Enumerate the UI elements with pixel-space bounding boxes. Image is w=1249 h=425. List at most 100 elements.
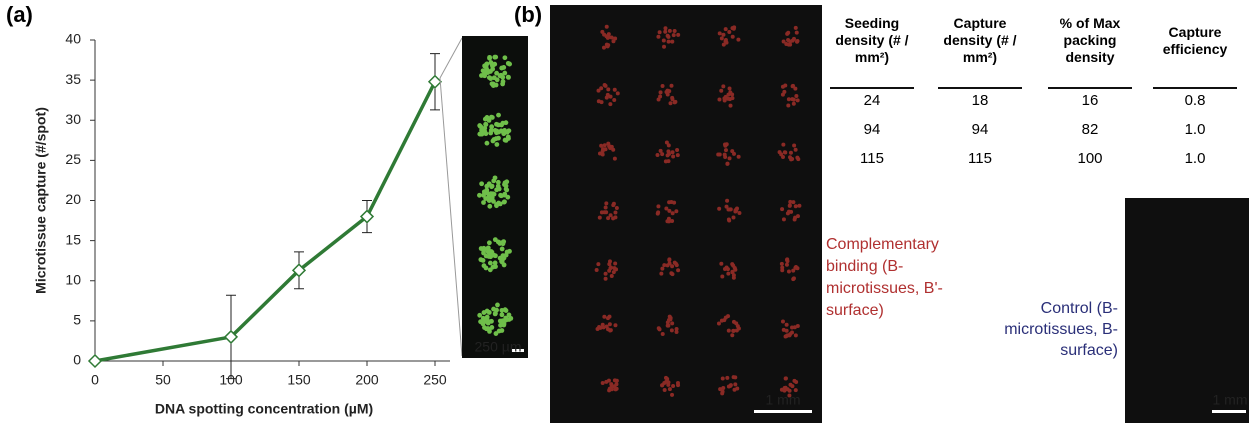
array-spot [793,87,797,91]
array-spot [665,377,669,381]
array-spot [794,333,798,337]
array-spot [780,262,784,266]
table-cell: 100 [1040,150,1140,167]
inset-cell [500,312,505,317]
inset-cell [502,321,507,326]
inset-cell [491,307,496,312]
array-spot [723,98,727,102]
array-spot [727,30,731,34]
array-spot [613,210,617,214]
inset-cell [484,188,489,193]
inset-cell [477,313,482,318]
inset-cell [487,240,492,245]
inset-cell [490,195,495,200]
array-spot [785,263,789,267]
array-spot [796,98,800,102]
inset-cell [485,326,490,331]
array-spot [613,37,617,41]
array-spot [603,143,607,147]
inset-cell [501,79,506,84]
array-spot [608,259,612,263]
inset-cell [502,71,507,76]
inset-cell [485,141,490,146]
array-spot [676,268,680,272]
array-spot [726,272,730,276]
array-spot [792,379,796,383]
array-spot [717,207,721,211]
array-spot [676,383,680,387]
array-spot [608,102,612,106]
array-spot [673,29,677,33]
image-scale: 1 mm [766,392,801,408]
header-rule [938,87,1022,89]
array-spot [607,315,611,319]
inset-cell [499,193,504,198]
array-spot [598,216,602,220]
array-spot [790,384,794,388]
inset-cell [507,249,512,254]
inset-cell [493,264,498,269]
array-spot [717,322,721,326]
array-spot [602,46,606,50]
inset-cell [481,200,486,205]
inset-cell [488,131,493,136]
array-spot [666,89,670,93]
array-spot [604,84,608,88]
inset-cell [504,308,509,313]
array-spot [659,149,663,153]
array-spot [716,153,720,157]
array-spot [667,40,671,44]
array-spot [724,148,728,152]
array-spot [675,327,679,331]
array-spot [795,156,799,160]
array-spot [670,40,674,44]
array-spot [667,219,671,223]
panel-label: (b) [514,2,542,28]
inset-cell [477,123,482,128]
array-spot [607,388,611,392]
array-spot [785,329,789,333]
inset-cell [479,246,484,251]
array-spot [795,31,799,35]
inset-cell [479,181,484,186]
table-cell: 18 [930,92,1030,109]
array-spot [725,376,729,380]
array-spot [674,209,678,213]
array-spot [786,38,790,42]
array-spot [671,150,675,154]
array-spot [660,267,664,271]
inset-cell [487,204,492,209]
inset-cell [482,310,487,315]
array-spot [731,35,735,39]
control-label: Control (B-microtissues, B-surface) [1000,298,1118,361]
array-spot [780,207,784,211]
array-spot [656,212,660,216]
array-spot [792,98,796,102]
control-scale: 1 mm [1213,392,1248,408]
array-spot [737,155,741,159]
data-point [429,76,441,88]
array-spot [613,157,617,161]
array-spot [796,39,800,43]
array-spot [725,162,729,166]
control-image [1125,198,1249,423]
array-spot [670,321,674,325]
array-image [550,5,822,423]
array-spot [785,258,789,262]
inset-cell [500,253,505,258]
array-spot [723,153,727,157]
array-spot [728,90,732,94]
array-spot [737,326,741,330]
array-spot [735,206,739,210]
table-cell: 24 [822,92,922,109]
array-spot [600,210,604,214]
y-tick-label: 30 [65,111,81,127]
array-spot [611,203,615,207]
array-spot [728,97,732,101]
x-tick-label: 50 [155,372,171,388]
array-spot [796,324,800,328]
inset-cell [487,310,492,315]
array-spot [788,43,792,47]
array-spot [671,211,675,215]
array-spot [666,92,670,96]
